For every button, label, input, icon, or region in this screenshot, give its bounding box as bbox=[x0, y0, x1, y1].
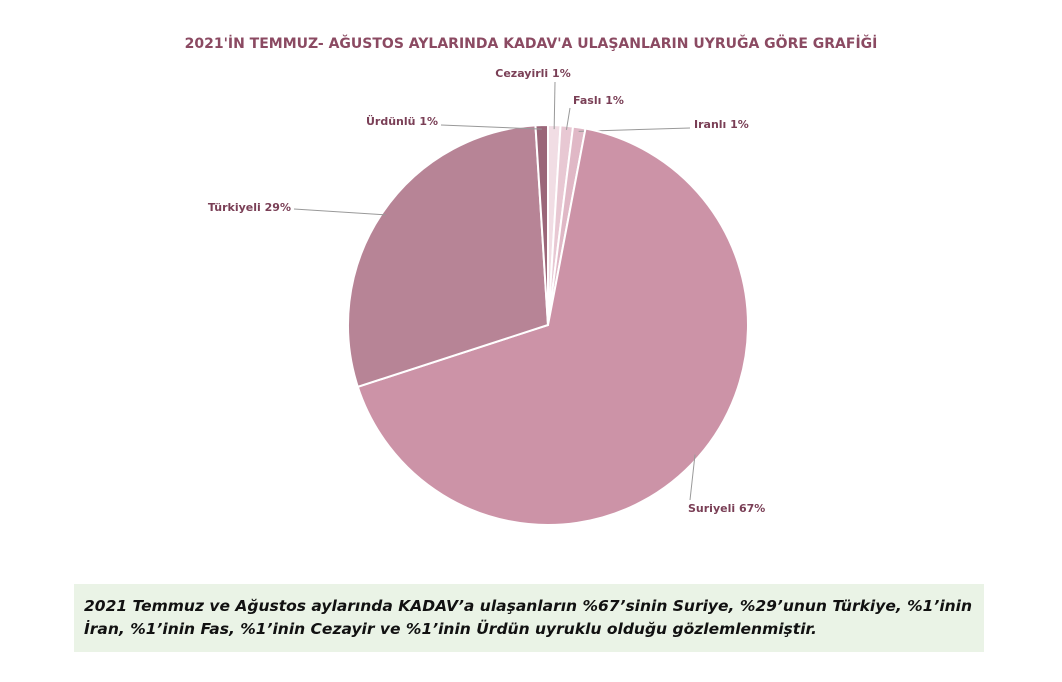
pie-slice bbox=[347, 124, 550, 389]
footnote: 2021 Temmuz ve Ağustos aylarında KADAV’a… bbox=[74, 584, 984, 652]
category-label: Faslı bbox=[573, 94, 601, 107]
pie-slice bbox=[356, 127, 749, 526]
chart-title: 2021'İN TEMMUZ- AĞUSTOS AYLARINDA KADAV'… bbox=[185, 34, 878, 52]
leader-line bbox=[293, 208, 386, 216]
data-label: Iranlı 1% bbox=[694, 118, 749, 131]
pie-slice bbox=[534, 123, 549, 326]
data-label: Türkiyeli 29% bbox=[208, 201, 291, 214]
leader-line bbox=[440, 124, 542, 130]
category-label: Iranlı bbox=[694, 118, 726, 131]
value-label: 1% bbox=[730, 118, 749, 131]
category-label: Türkiyeli bbox=[208, 201, 261, 214]
category-label: Cezayirli bbox=[495, 67, 548, 80]
data-label: Cezayirli 1% bbox=[495, 67, 570, 80]
data-label: Faslı 1% bbox=[573, 94, 624, 107]
category-label: Ürdünlü bbox=[366, 114, 416, 128]
value-label: 29% bbox=[265, 201, 291, 214]
value-label: 1% bbox=[419, 115, 438, 128]
data-label: Suriyeli 67% bbox=[688, 502, 765, 515]
leader-line bbox=[689, 454, 696, 501]
value-label: 67% bbox=[739, 502, 765, 515]
data-label: Ürdünlü 1% bbox=[366, 114, 438, 128]
leader-line bbox=[553, 81, 556, 130]
value-label: 1% bbox=[605, 94, 624, 107]
value-label: 1% bbox=[552, 67, 571, 80]
category-label: Suriyeli bbox=[688, 502, 735, 515]
leader-line bbox=[565, 107, 571, 130]
chart: 2021'İN TEMMUZ- AĞUSTOS AYLARINDA KADAV'… bbox=[185, 34, 878, 526]
